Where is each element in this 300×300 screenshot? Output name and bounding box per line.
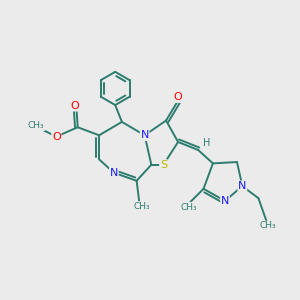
Text: CH₃: CH₃ — [260, 221, 276, 230]
Text: CH₃: CH₃ — [181, 202, 197, 211]
Text: N: N — [110, 168, 118, 178]
Text: H: H — [203, 137, 210, 148]
Text: O: O — [174, 92, 182, 102]
Text: O: O — [71, 101, 80, 111]
Text: CH₃: CH₃ — [134, 202, 150, 211]
Text: N: N — [140, 130, 149, 140]
Text: N: N — [238, 181, 247, 191]
Text: CH₃: CH₃ — [28, 122, 44, 130]
Text: N: N — [221, 196, 229, 206]
Text: S: S — [160, 160, 167, 170]
Text: O: O — [52, 132, 61, 142]
